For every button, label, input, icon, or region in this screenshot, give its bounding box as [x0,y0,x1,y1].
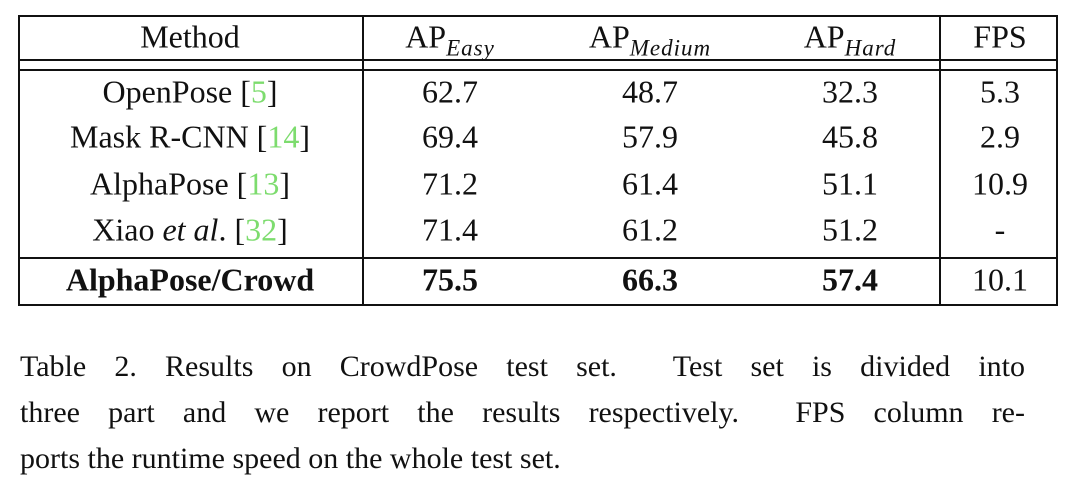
header-text: Method [140,18,240,55]
method-text: ] [277,211,288,248]
value: 71.2 [422,165,478,202]
caption-line: three part and we report the results res… [20,396,1025,429]
header-text: AP [588,18,630,55]
header-subscript: Hard [844,35,897,61]
value-cell: 2.9 [980,119,1020,156]
method-text: [ [256,118,268,155]
method-cell: OpenPose [5] [102,74,277,111]
value: 45.8 [822,118,878,155]
table-border [18,304,1058,306]
value-cell: 51.2 [822,212,878,249]
method-text: ] [299,118,310,155]
method-text: [ [236,165,248,202]
method-text: ] [279,165,290,202]
table-border [18,15,20,306]
header-cell: Method [140,19,240,56]
table-border [939,15,941,306]
value: 71.4 [422,211,478,248]
table-border [362,15,364,306]
value-cell: 61.2 [622,212,678,249]
value-cell: 61.4 [622,166,678,203]
table-border [18,15,1058,17]
value: 75.5 [422,261,478,298]
value-cell: 71.2 [422,166,478,203]
header-cell: APEasy [405,18,495,61]
value-cell: 45.8 [822,119,878,156]
method-text: AlphaPose [90,165,237,202]
method-text: ] [266,73,278,110]
value-cell: 48.7 [622,74,678,111]
method-text: . [ [218,211,246,248]
value-cell: 66.3 [622,262,678,299]
method-text: Mask R-CNN [70,118,257,155]
value: 10.9 [972,165,1028,202]
value: 61.2 [622,211,678,248]
value: 48.7 [622,73,678,110]
method-cell: Mask R-CNN [14] [70,119,310,156]
citation-link[interactable]: 14 [267,118,300,155]
value: 69.4 [422,118,478,155]
value: 51.1 [822,165,878,202]
value-cell: 57.4 [822,262,878,299]
header-cell: FPS [973,19,1026,56]
header-cell: APMedium [588,18,711,61]
caption-line: Table 2. Results on CrowdPose test set. … [20,350,1025,383]
value: 51.2 [822,211,878,248]
value-cell: 51.1 [822,166,878,203]
header-text: FPS [973,18,1027,55]
value: 2.9 [980,118,1020,155]
table-border [18,69,1058,71]
table-border [1056,15,1058,306]
table-border [18,59,1058,61]
caption-line: ports the runtime speed on the whole tes… [20,442,561,475]
method-cell: Xiao et al. [32] [92,212,288,249]
value-cell: 69.4 [422,119,478,156]
header-subscript: Medium [629,35,712,61]
value-cell: 57.9 [622,119,678,156]
header-cell: APHard [803,18,897,61]
value: 32.3 [822,73,878,110]
header-text: AP [803,18,845,55]
value-cell: 5.3 [980,74,1020,111]
value-cell: 32.3 [822,74,878,111]
method-text: Xiao [92,211,163,248]
method-text: AlphaPose/Crowd [65,261,315,298]
value: 5.3 [980,73,1020,110]
method-text: [ [240,73,251,110]
value: 57.4 [822,261,878,298]
method-text: et al [162,211,219,248]
value-cell: 75.5 [422,262,478,299]
method-cell: AlphaPose/Crowd [66,262,314,299]
value: 61.4 [622,165,678,202]
header-subscript: Easy [446,35,495,61]
value-cell: 62.7 [422,74,478,111]
value: - [994,211,1006,248]
value-cell: 71.4 [422,212,478,249]
value-cell: - [995,212,1006,249]
table-border [18,257,1058,259]
value-cell: 10.1 [972,262,1028,299]
citation-link[interactable]: 13 [247,165,280,202]
value-cell: 10.9 [972,166,1028,203]
value: 62.7 [422,73,478,110]
method-cell: AlphaPose [13] [90,166,290,203]
value: 10.1 [972,261,1028,298]
header-text: AP [405,18,447,55]
method-text: OpenPose [102,73,241,110]
citation-link[interactable]: 32 [245,211,278,248]
value: 66.3 [622,261,678,298]
value: 57.9 [622,118,678,155]
citation-link[interactable]: 5 [250,73,267,110]
